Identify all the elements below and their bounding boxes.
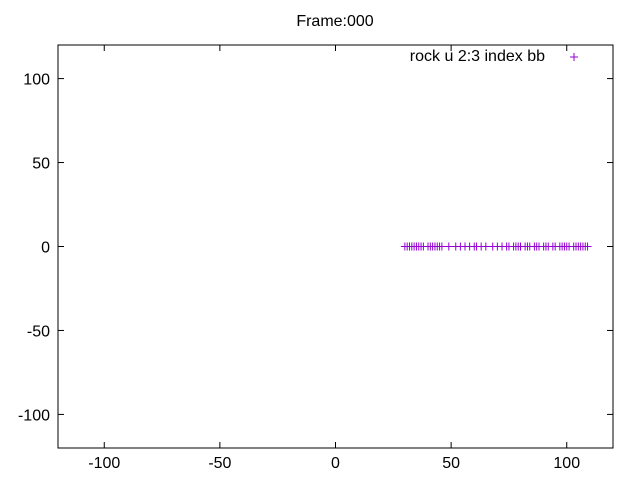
data-point (481, 242, 490, 251)
x-tick-label: 0 (331, 455, 340, 472)
tick-labels: -100 -50 0 50 100 100 50 0 -50 -100 (18, 72, 580, 472)
x-tick-label: -100 (88, 455, 120, 472)
x-tick-label: -50 (208, 455, 231, 472)
y-tick-label: 100 (23, 72, 50, 89)
legend: rock u 2:3 index bb (410, 48, 578, 65)
y-tick-label: 50 (32, 156, 50, 173)
data-points (400, 242, 592, 251)
y-tick-label: 0 (41, 240, 50, 257)
axis-ticks (58, 45, 613, 448)
legend-marker-group (570, 53, 578, 61)
data-point (583, 242, 592, 251)
y-tick-label: -50 (27, 323, 50, 340)
data-point (444, 242, 453, 251)
legend-label: rock u 2:3 index bb (410, 48, 545, 65)
data-point (437, 242, 446, 251)
x-tick-label: 50 (442, 455, 460, 472)
legend-marker (570, 53, 578, 61)
chart-title: Frame:000 (296, 13, 373, 30)
x-tick-label: 100 (553, 455, 580, 472)
y-tick-label: -100 (18, 407, 50, 424)
